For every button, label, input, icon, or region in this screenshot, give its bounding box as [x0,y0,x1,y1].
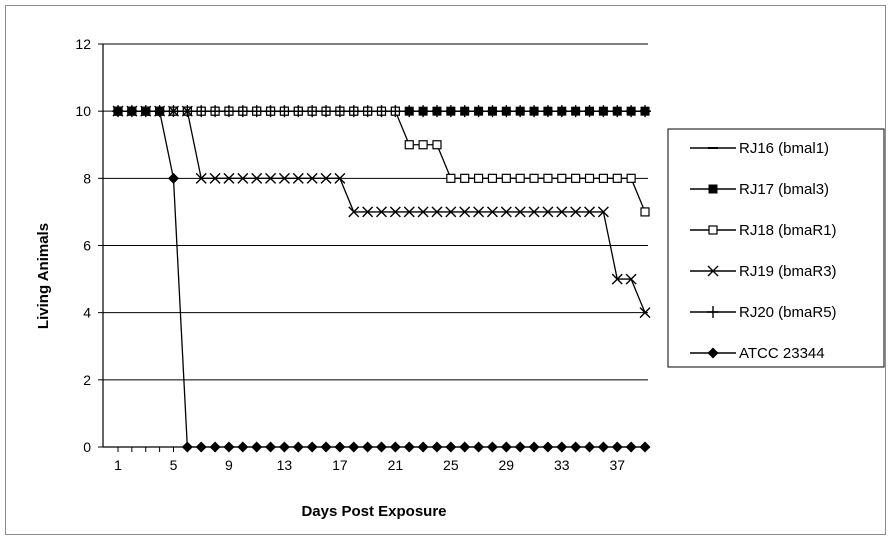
legend-label: RJ17 (bmal3) [739,181,829,198]
data-point [487,442,498,453]
x-tick-label: 33 [554,457,570,473]
data-point [334,442,345,453]
data-point [445,442,456,453]
data-point [502,174,510,182]
legend-box [668,129,884,367]
y-axis-label: Living Animals [35,223,52,329]
legend-label: RJ19 (bmaR3) [739,263,837,280]
y-tick-label: 10 [75,103,91,119]
y-tick-label: 2 [83,372,91,388]
data-point [431,442,442,453]
x-tick-label: 5 [170,457,178,473]
x-tick-label: 13 [277,457,293,473]
data-point [572,174,580,182]
data-point [501,442,512,453]
data-point [459,442,470,453]
data-point [182,442,193,453]
data-point [419,141,427,149]
data-point [223,442,234,453]
y-tick-label: 6 [83,238,91,254]
x-tick-label: 37 [609,457,625,473]
data-point [544,174,552,182]
data-point [237,442,248,453]
series-4 [113,106,650,318]
data-point [626,442,637,453]
data-point [599,174,607,182]
data-point [418,442,429,453]
data-point [475,174,483,182]
data-point [265,442,276,453]
data-point [307,442,318,453]
y-tick-label: 4 [83,305,91,321]
data-point [570,442,581,453]
data-point [376,442,387,453]
data-point [556,442,567,453]
data-point [473,442,484,453]
data-point [586,174,594,182]
series-line [118,111,645,447]
data-point [529,442,540,453]
legend-label: ATCC 23344 [739,345,825,362]
data-point [348,442,359,453]
y-tick-label: 8 [83,170,91,186]
data-point [447,174,455,182]
data-point [613,174,621,182]
data-point [542,442,553,453]
data-point [641,208,649,216]
legend-label: RJ16 (bmal1) [739,140,829,157]
data-point [196,442,207,453]
x-tick-label: 9 [225,457,233,473]
y-tick-label: 12 [75,36,91,52]
x-tick-label: 21 [388,457,404,473]
data-point [321,442,332,453]
legend-marker [709,185,718,194]
legend-label: RJ20 (bmaR5) [739,304,837,321]
data-point [558,174,566,182]
data-point [461,174,469,182]
y-tick-label: 0 [83,439,91,455]
data-point [640,442,651,453]
data-point [627,174,635,182]
x-tick-label: 29 [499,457,515,473]
data-point [293,442,304,453]
series-5 [112,105,651,117]
data-point [390,442,401,453]
data-point [405,141,413,149]
legend-label: RJ18 (bmaR1) [739,222,837,239]
legend: RJ16 (bmal1) RJ17 (bmal3) RJ18 (bmaR1) RJ19… [668,129,884,367]
data-point [210,442,221,453]
y-axis-ticks: 0 2 4 6 8 10 12 [75,36,103,455]
x-tick-label: 17 [332,457,348,473]
x-tick-label: 25 [443,457,459,473]
data-point [362,442,373,453]
data-point [404,442,415,453]
series-group [112,105,651,452]
x-axis-label: Days Post Exposure [301,503,446,520]
data-point [488,174,496,182]
data-point [612,442,623,453]
data-point [598,442,609,453]
series-3 [114,107,649,216]
data-point [168,173,179,184]
data-point [433,141,441,149]
x-tick-label: 1 [114,457,122,473]
data-point [530,174,538,182]
data-point [279,442,290,453]
data-point [516,174,524,182]
data-point [515,442,526,453]
data-point [251,442,262,453]
series-6 [113,106,651,453]
x-axis-ticks: 1 5 9 13 17 21 25 29 33 37 [114,447,645,473]
data-point [584,442,595,453]
legend-marker [709,226,717,234]
series-line [118,111,645,212]
